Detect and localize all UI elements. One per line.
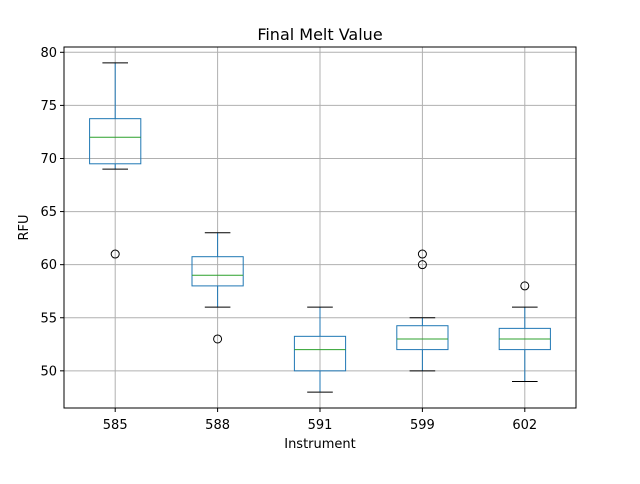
y-tick-label: 65	[40, 205, 57, 220]
box-instrument-599	[396, 325, 449, 351]
x-tick-label: 602	[512, 418, 537, 433]
tick-layer: 50 55 60 65 70 75 80 585 588 591 599 602	[40, 46, 537, 433]
x-tick-label: 599	[410, 418, 435, 433]
outlier-point-instrument-588	[213, 334, 223, 344]
x-tick-label: 591	[308, 418, 333, 433]
y-tick-label: 50	[40, 364, 57, 379]
y-tick-label: 55	[40, 311, 57, 326]
x-tick-label: 585	[103, 418, 128, 433]
box-layer	[89, 62, 551, 393]
outlier-point-instrument-602	[520, 281, 530, 291]
outlier-point-instrument-599	[417, 260, 427, 270]
outlier-point-instrument-585	[110, 249, 120, 259]
outlier-point-instrument-599	[417, 249, 427, 259]
y-tick-label: 60	[40, 258, 57, 273]
box-instrument-585	[89, 118, 142, 165]
y-axis-label: RFU	[17, 214, 32, 240]
y-tick-label: 70	[40, 152, 57, 167]
y-tick-label: 80	[40, 46, 57, 61]
grid-layer	[64, 47, 576, 408]
x-axis-label: Instrument	[284, 437, 356, 452]
x-tick-label: 588	[205, 418, 230, 433]
y-tick-label: 75	[40, 99, 57, 114]
chart-title: Final Melt Value	[257, 25, 382, 44]
box-instrument-588	[191, 256, 244, 287]
box-instrument-591	[293, 335, 347, 372]
